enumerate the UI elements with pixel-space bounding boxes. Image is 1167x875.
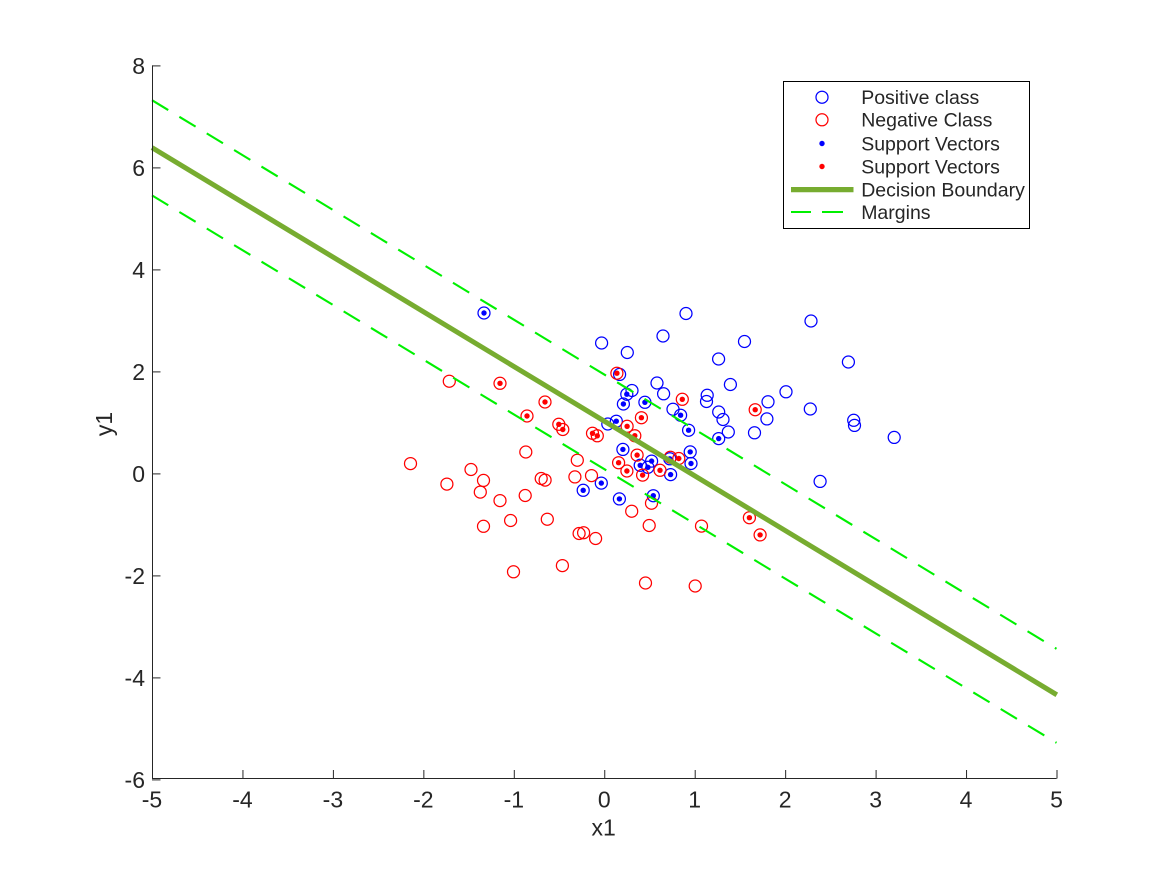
- svg-text:Positive class: Positive class: [861, 87, 979, 109]
- svg-text:2: 2: [779, 787, 792, 813]
- svg-text:Decision Boundary: Decision Boundary: [861, 179, 1025, 201]
- svg-text:3: 3: [869, 787, 882, 813]
- svg-text:4: 4: [960, 787, 973, 813]
- svg-text:Negative Class: Negative Class: [861, 110, 992, 132]
- svg-text:-6: -6: [125, 767, 145, 793]
- svg-text:-2: -2: [413, 787, 433, 813]
- svg-text:0: 0: [132, 461, 145, 487]
- svg-text:-2: -2: [125, 563, 145, 589]
- svg-text:-4: -4: [232, 787, 253, 813]
- svg-text:6: 6: [132, 155, 145, 181]
- svg-text:0: 0: [598, 787, 611, 813]
- svg-text:2: 2: [132, 359, 145, 385]
- svg-text:-4: -4: [125, 665, 146, 691]
- svg-text:-5: -5: [142, 787, 162, 813]
- svg-text:Support Vectors: Support Vectors: [861, 133, 1000, 155]
- svg-text:x1: x1: [591, 815, 615, 841]
- svg-text:-1: -1: [504, 787, 524, 813]
- svg-text:1: 1: [688, 787, 701, 813]
- svg-text:5: 5: [1050, 787, 1063, 813]
- svg-text:8: 8: [132, 53, 145, 79]
- svg-text:Margins: Margins: [861, 202, 931, 224]
- svg-text:4: 4: [132, 257, 145, 283]
- svg-text:Support Vectors: Support Vectors: [861, 156, 1000, 178]
- svg-text:y1: y1: [91, 412, 117, 436]
- svg-text:-3: -3: [323, 787, 343, 813]
